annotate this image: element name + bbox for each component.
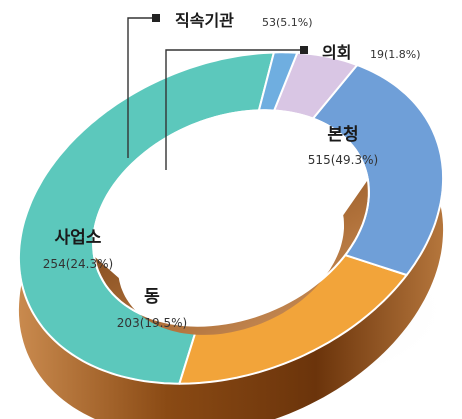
label-사업소-name: 사업소: [55, 228, 102, 248]
label-직속기관-value: 53(5.1%): [262, 16, 313, 29]
label-의회-name: 의회: [322, 43, 351, 62]
label-동-name: 동: [144, 287, 160, 307]
donut-hole: [93, 110, 369, 326]
leader-bullet-직속기관: [152, 14, 160, 22]
label-본청-value: 515(49.3%): [308, 153, 378, 167]
leader-line-의회: [165, 49, 304, 170]
label-본청-name: 본청: [327, 124, 358, 145]
leader-line-직속기관: [127, 17, 156, 158]
leader-bullet-의회: [300, 46, 308, 54]
label-직속기관-name: 직속기관: [175, 11, 234, 30]
label-사업소-value: 254(24.3%): [43, 257, 113, 271]
label-의회-value: 19(1.8%): [370, 48, 421, 61]
label-동-value: 203(19.5%): [117, 316, 187, 330]
